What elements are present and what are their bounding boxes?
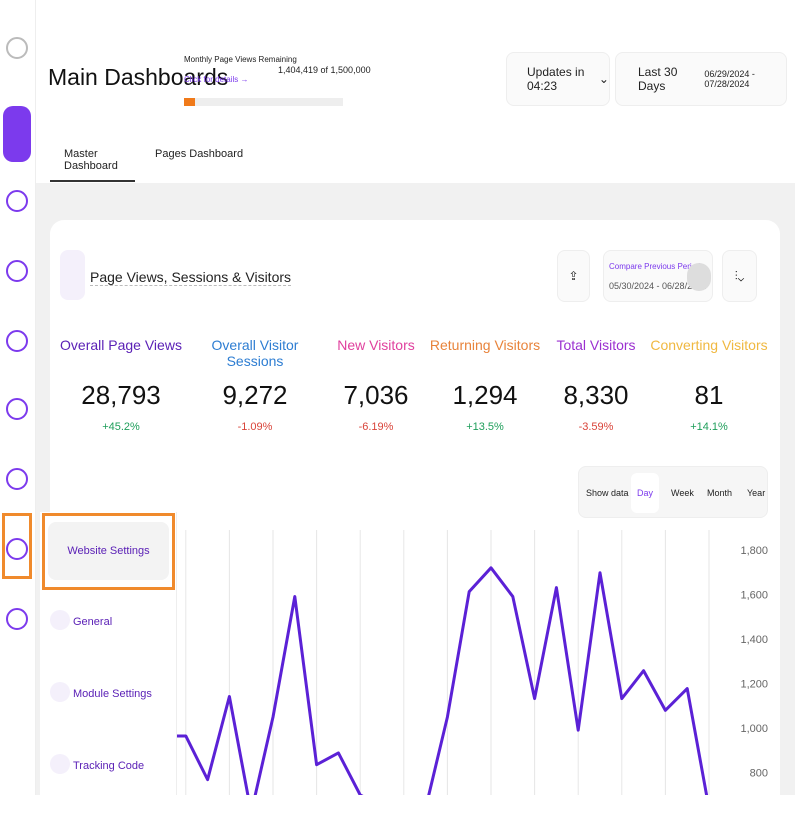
menu-title[interactable]: Website Settings xyxy=(48,522,169,580)
metric-change: +45.2% xyxy=(102,421,140,433)
dashboard-icon[interactable] xyxy=(3,106,31,162)
nav-icon[interactable] xyxy=(6,398,28,420)
option[interactable]: Week xyxy=(671,488,694,498)
metric-label: Overall Visitor Sessions xyxy=(211,337,299,369)
metric-change: -1.09% xyxy=(237,421,273,433)
metric-change: -3.59% xyxy=(578,421,614,433)
show-data-box: Show data by: Day Week Month Year xyxy=(578,466,768,518)
metric-label: New Visitors xyxy=(337,337,415,353)
metric-value: 28,793 xyxy=(81,380,161,410)
nav-icon[interactable] xyxy=(6,190,28,212)
menu-icon xyxy=(50,682,70,702)
settings-icon[interactable] xyxy=(6,538,28,560)
metric-value: 81 xyxy=(694,380,724,410)
menu-item[interactable]: Module Settings xyxy=(73,688,152,700)
sidebar xyxy=(0,0,36,795)
metric-change: +14.1% xyxy=(690,421,728,433)
compare-box: Compare Previous Period 05/30/2024 - 06/… xyxy=(603,250,713,302)
quota-fill xyxy=(184,98,195,106)
metric-value: 7,036 xyxy=(343,380,409,410)
nav-icon[interactable] xyxy=(6,468,28,490)
option-day[interactable]: Day xyxy=(631,473,659,513)
y-tick-label: 800 xyxy=(750,768,768,780)
option[interactable]: Year xyxy=(747,488,766,498)
quota-link[interactable]: Click for details → xyxy=(184,75,249,84)
filter-button[interactable]: ⫶⌄ xyxy=(722,250,757,302)
y-tick-label: 1,800 xyxy=(740,545,768,557)
date-range-button[interactable]: Last 30 Days 06/29/2024 - 07/28/2024 xyxy=(615,52,787,106)
y-tick-label: 1,600 xyxy=(740,590,768,602)
range-dates: 06/29/2024 - 07/28/2024 xyxy=(704,69,755,89)
menu-icon xyxy=(50,754,70,774)
metric-label: Overall Page Views xyxy=(60,337,182,353)
range-label: Last 30 Days xyxy=(638,65,678,93)
settings-highlight xyxy=(2,513,32,579)
line xyxy=(164,566,709,795)
share-button[interactable]: ⇪ xyxy=(557,250,590,302)
y-tick-label: 1,400 xyxy=(740,634,768,646)
option[interactable]: Month xyxy=(707,488,733,498)
metric-label: Converting Visitors xyxy=(650,337,768,353)
card-title: Page Views, Sessions & Visitors xyxy=(90,269,292,286)
tab[interactable]: Pages Dashboard xyxy=(155,148,244,160)
settings-menu: Website Settings General Module Settings… xyxy=(40,512,177,795)
menu-item[interactable]: Tracking Code xyxy=(73,760,145,772)
metric-label: Total Visitors xyxy=(556,337,636,353)
tab[interactable]: Master Dashboard xyxy=(50,148,135,182)
metric-label: Returning Visitors xyxy=(429,337,541,353)
menu-highlight xyxy=(42,513,175,590)
y-tick-label: 1,200 xyxy=(740,679,768,691)
page-title: Main Dashboards xyxy=(48,64,229,90)
metric-value: 9,272 xyxy=(222,380,288,410)
compare-toggle[interactable] xyxy=(687,263,711,291)
chart: 800 1,000 1,200 1,400 1,600 1,800 xyxy=(164,530,768,795)
nav-icon[interactable] xyxy=(6,260,28,282)
updates-text: Updates in 04:23 xyxy=(527,65,585,93)
compare-dates: 05/30/2024 - 06/28/2024 xyxy=(609,281,708,291)
quota-bar xyxy=(184,98,343,106)
metric-change: +13.5% xyxy=(466,421,504,433)
nav-icon[interactable] xyxy=(6,608,28,630)
compare-label: Compare Previous Period xyxy=(609,262,701,271)
card-icon xyxy=(60,250,85,300)
page: Main Dashboards Monthly Page Views Remai… xyxy=(0,0,795,795)
y-tick-label: 1,000 xyxy=(740,723,768,735)
quota-value: 1,404,419 of 1,500,000 xyxy=(278,65,371,75)
plot-area xyxy=(164,530,710,795)
metric-value: 8,330 xyxy=(563,380,629,410)
menu-item[interactable]: General xyxy=(73,616,113,628)
metric-value: 1,294 xyxy=(452,380,518,410)
collapse-icon[interactable] xyxy=(6,37,28,59)
show-label: Show data by: xyxy=(586,488,644,498)
nav-icon[interactable] xyxy=(6,330,28,352)
quota-label: Monthly Page Views Remaining xyxy=(184,55,297,64)
metric-change: -6.19% xyxy=(358,421,394,433)
updates-button[interactable]: Updates in 04:23 ⌄ xyxy=(506,52,610,106)
menu-icon xyxy=(50,610,70,630)
